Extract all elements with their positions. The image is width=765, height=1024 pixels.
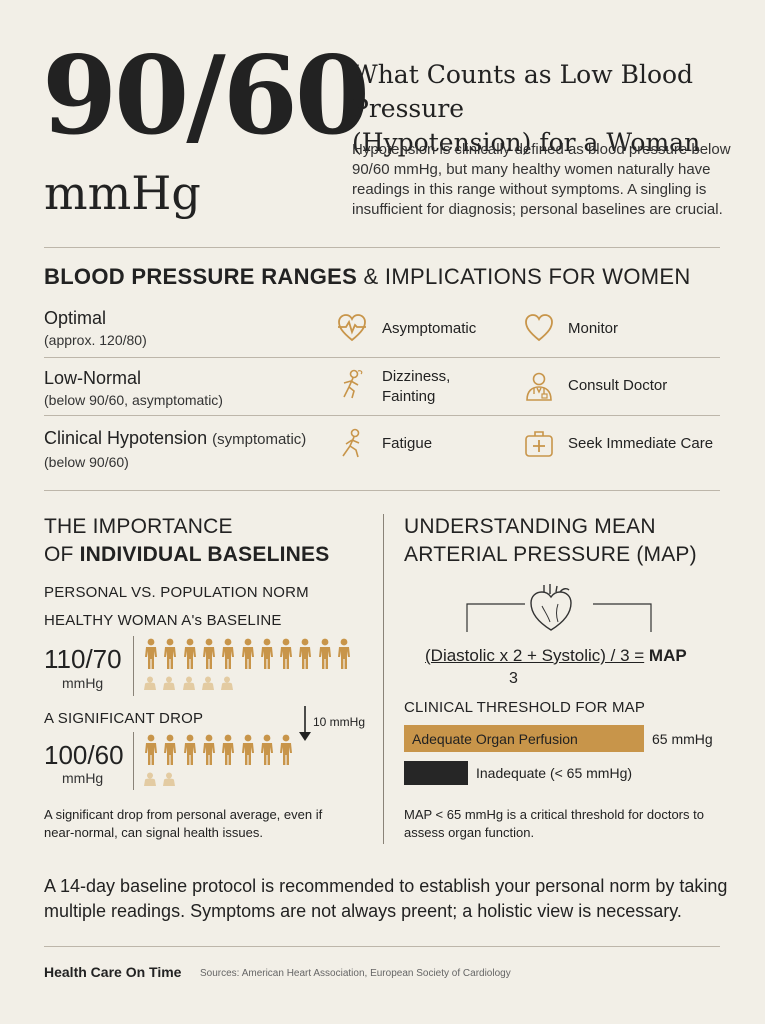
inadequate-label: Inadequate (< 65 mmHg) xyxy=(476,765,633,781)
formula-bracket xyxy=(466,603,652,632)
doctor-icon xyxy=(526,372,552,401)
person-small-icon xyxy=(221,676,234,690)
map-note: MAP < 65 mmHg is a critical threshold fo… xyxy=(404,807,704,840)
person-icon xyxy=(241,638,254,669)
ranges-title-rest: & IMPLICATIONS FOR WOMEN xyxy=(363,264,691,289)
person-icon xyxy=(222,734,235,765)
map-formula-numerator: (Diastolic x 2 + Systolic) / 3 = xyxy=(425,646,645,665)
inadequate-bar xyxy=(404,761,468,785)
ranges-title-bold: BLOOD PRESSURE RANGES xyxy=(44,264,358,289)
sources-text: Sources: American Heart Association, Eur… xyxy=(200,968,511,979)
map-formula: (Diastolic x 2 + Systolic) / 3 = MAP xyxy=(425,646,687,666)
hero-value: 90/60 xyxy=(42,33,370,159)
column-divider xyxy=(383,514,384,844)
person-small-icon xyxy=(182,676,195,690)
person-icon xyxy=(164,638,177,669)
divider xyxy=(133,636,134,696)
range-sub: (below 90/60) xyxy=(44,454,129,470)
person-icon xyxy=(280,734,293,765)
down-arrow-icon xyxy=(299,706,311,741)
tired-person-icon xyxy=(342,428,360,458)
range-sub: (below 90/60, asymptomatic) xyxy=(44,392,223,408)
drop-caption: A SIGNIFICANT DROP xyxy=(44,710,204,727)
range-sub: (approx. 120/80) xyxy=(44,332,147,348)
range-label-suffix: (symptomatic) xyxy=(212,431,307,448)
person-icon xyxy=(145,734,157,765)
action-label: Monitor xyxy=(568,320,619,337)
person-icon xyxy=(338,638,350,669)
range-label: Low-Normal xyxy=(44,368,142,388)
person-small-icon xyxy=(144,676,156,690)
hero-unit: mmHg xyxy=(44,166,201,220)
drop-amount: 10 mmHg xyxy=(313,715,366,729)
map-heading-line2: ARTERIAL PRESSURE (MAP) xyxy=(404,543,697,566)
divider xyxy=(44,357,720,358)
person-icon xyxy=(202,734,215,765)
person-icon xyxy=(202,638,215,669)
action-label: Seek Immediate Care xyxy=(568,435,714,452)
divider xyxy=(44,490,720,491)
person-icon xyxy=(260,734,273,765)
divider xyxy=(133,732,134,790)
range-label: Clinical Hypotension xyxy=(44,428,208,448)
range-row-optimal: Optimal (approx. 120/80) xyxy=(44,307,147,351)
person-icon xyxy=(222,638,235,669)
map-threshold-title: CLINICAL THRESHOLD FOR MAP xyxy=(404,699,646,716)
threshold-value: 65 mmHg xyxy=(652,731,713,747)
person-icon xyxy=(280,638,293,669)
map-formula-denominator: 3 xyxy=(509,670,518,687)
person-icon xyxy=(183,734,196,765)
baseline-unit: mmHg xyxy=(62,675,104,691)
population-norm-caption: PERSONAL VS. POPULATION NORM xyxy=(44,584,309,601)
person-icon xyxy=(183,638,196,669)
divider xyxy=(44,247,720,248)
effect-label: Dizziness, Fainting xyxy=(382,368,451,405)
person-small-icon xyxy=(163,676,176,690)
heart-organ-icon xyxy=(530,584,572,631)
divider xyxy=(44,946,720,947)
range-row-clinical: Clinical Hypotension (symptomatic) (belo… xyxy=(44,427,306,473)
heartbeat-icon xyxy=(338,314,366,342)
person-icon xyxy=(318,638,331,669)
person-icon xyxy=(145,638,157,669)
dizzy-person-icon xyxy=(343,369,363,399)
action-label: Consult Doctor xyxy=(568,377,668,394)
heart-icon xyxy=(525,314,553,342)
effect-label: Fatigue xyxy=(382,435,433,452)
baselines-heading-line1: THE IMPORTANCE xyxy=(44,515,233,538)
person-icon xyxy=(299,638,312,669)
person-icon xyxy=(164,734,177,765)
map-heading-line1: UNDERSTANDING MEAN xyxy=(404,515,656,538)
person-small-icon xyxy=(163,772,176,786)
adequate-perfusion-label: Adequate Organ Perfusion xyxy=(412,731,578,747)
drop-reading: 100/60 xyxy=(44,740,124,770)
page-title-line1: What Counts as Low Blood Pressure xyxy=(352,60,694,123)
range-row-low-normal: Low-Normal (below 90/60, asymptomatic) xyxy=(44,367,223,411)
person-icon xyxy=(260,638,273,669)
person-icon xyxy=(241,734,254,765)
map-formula-result: MAP xyxy=(648,646,687,665)
ranges-title: BLOOD PRESSURE RANGES & IMPLICATIONS FOR… xyxy=(44,264,691,290)
person-small-icon xyxy=(144,772,156,786)
medical-kit-icon xyxy=(525,431,553,457)
brand-name: Health Care On Time xyxy=(44,964,182,980)
adequate-perfusion-bar xyxy=(404,725,644,752)
effect-label: Asymptomatic xyxy=(382,320,477,337)
page-title: What Counts as Low Blood Pressure (Hypot… xyxy=(352,58,752,160)
baseline-reading: 110/70 xyxy=(44,644,122,674)
baselines-heading-bold: INDIVIDUAL BASELINES xyxy=(79,543,330,566)
person-small-icon xyxy=(201,676,214,690)
page-title-line2: (Hypotension) for a Woman xyxy=(352,128,701,157)
range-label: Optimal xyxy=(44,308,107,328)
protocol-text: A 14-day baseline protocol is recommende… xyxy=(44,876,728,921)
intro-text: Hypotension is clinically defined as blo… xyxy=(352,141,731,218)
map-heading: UNDERSTANDING MEAN ARTERIAL PRESSURE (MA… xyxy=(404,513,697,569)
baselines-heading: THE IMPORTANCE OF INDIVIDUAL BASELINES xyxy=(44,513,329,569)
drop-unit: mmHg xyxy=(62,770,104,786)
baseline-caption: HEALTHY WOMAN A's BASELINE xyxy=(44,612,282,629)
divider xyxy=(44,415,720,416)
baselines-heading-pre: OF xyxy=(44,543,74,566)
baselines-note: A significant drop from personal average… xyxy=(44,807,323,840)
